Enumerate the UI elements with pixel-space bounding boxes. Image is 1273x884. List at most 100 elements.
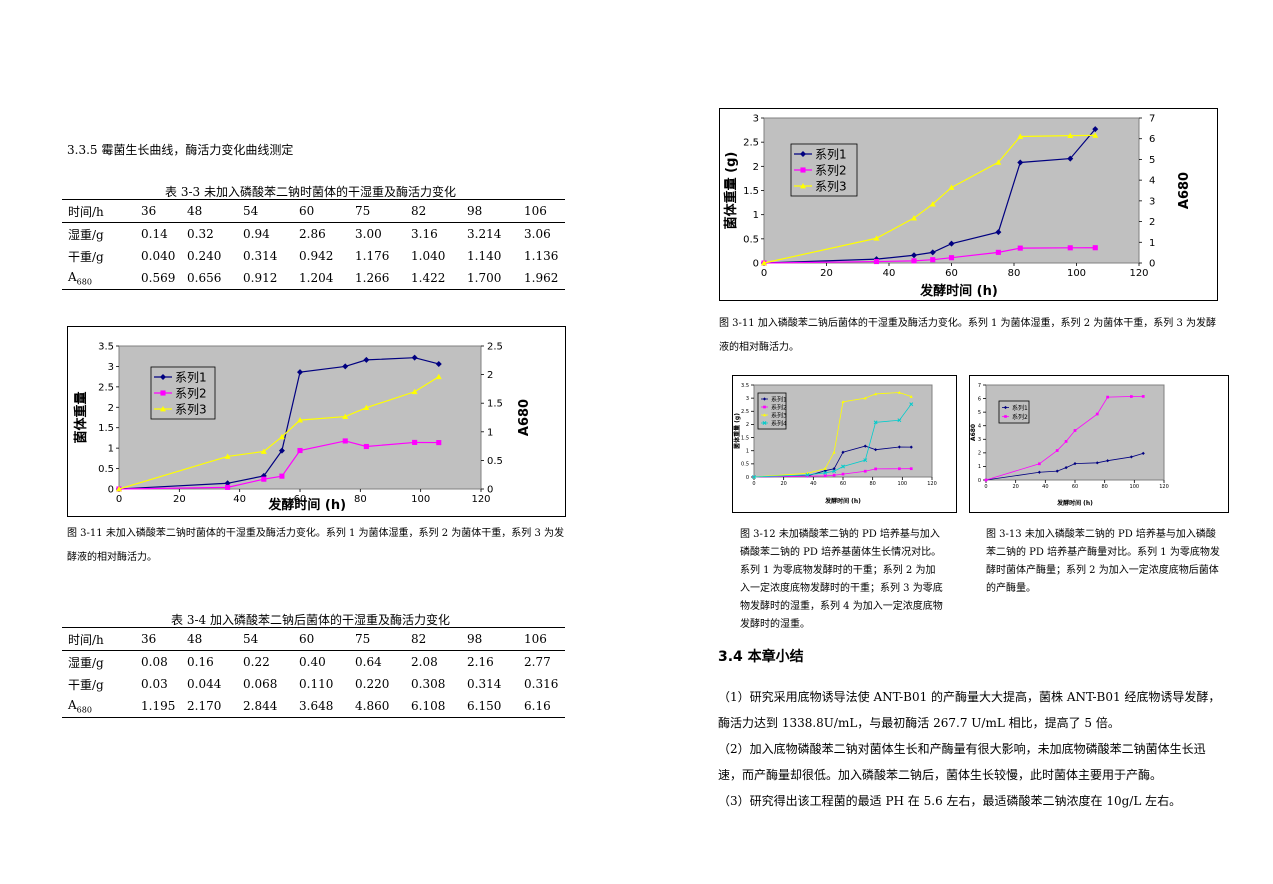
legend-swatch-marker <box>160 374 166 380</box>
table-cell: 0.08 <box>141 655 168 669</box>
legend-label: 系列1 <box>175 371 207 385</box>
data-point <box>929 249 936 256</box>
table-cell: 2.86 <box>299 227 326 241</box>
data-point <box>806 474 809 478</box>
table-cell: 0.316 <box>524 677 559 691</box>
y2-tick-label: 1 <box>1149 238 1155 249</box>
table-cell: 0.94 <box>243 227 270 241</box>
table-cell: 0.03 <box>141 677 168 691</box>
table2-caption: 表 3-4 加入磷酸苯二钠后菌体的干湿重及酶活力变化 <box>171 613 450 627</box>
paragraph-1: （1）研究采用底物诱导法使 ANT-B01 的产酶量大大提高，菌株 ANT-B0… <box>718 690 1221 730</box>
data-point <box>873 235 880 241</box>
y2-tick-label: 3 <box>1149 196 1155 207</box>
table-cell: 1.204 <box>299 267 355 290</box>
table-cell: 0.044 <box>187 677 222 691</box>
y-tick-label: 1.5 <box>98 423 114 434</box>
table-header-cell: 48 <box>187 627 243 651</box>
data-point <box>1038 462 1041 466</box>
x-tick-label: 100 <box>898 481 908 487</box>
y2-tick-label: 2 <box>487 370 493 381</box>
data-point <box>412 439 418 445</box>
table-cell: 0.220 <box>355 677 390 691</box>
table-cell: 1.700 <box>467 267 524 290</box>
table-header-cell: 时间/h <box>62 627 141 651</box>
data-point <box>863 396 867 400</box>
legend-swatch-marker <box>800 151 806 157</box>
table-cell: 0.40 <box>299 655 326 669</box>
table-cell: 1.136 <box>524 249 559 263</box>
x-tick-label: 20 <box>820 268 833 279</box>
table-cell: 3.214 <box>467 227 502 241</box>
table-row: 干重/g 0.040 0.240 0.314 0.942 1.176 1.040 1.140 1… <box>62 245 565 267</box>
data-point <box>342 413 349 419</box>
table-cell: 1.962 <box>524 267 565 290</box>
y2-tick-label: 7 <box>1149 114 1155 125</box>
y2-tick-label: 2.5 <box>487 342 503 353</box>
data-point <box>1095 412 1099 416</box>
data-point <box>297 369 303 376</box>
x-tick-label: 20 <box>1012 484 1018 490</box>
table-cell: 1.195 <box>141 695 187 718</box>
y-tick-label: 3.5 <box>741 383 749 389</box>
data-point <box>823 466 827 470</box>
table-header-cell: 60 <box>299 627 355 651</box>
legend-label: 系列1 <box>815 148 847 162</box>
data-point <box>1064 466 1068 470</box>
table-cell: 0.308 <box>411 677 446 691</box>
legend-swatch-marker <box>763 405 766 409</box>
figure3-caption: 图 3-12 未加磷酸苯二钠的 PD 培养基与加入磷酸苯二钠的 PD 培养基菌体… <box>740 529 943 630</box>
data-point <box>911 252 917 259</box>
y-tick-label: 2.5 <box>98 382 114 393</box>
x-axis-title: 发酵时间 (h) <box>919 283 998 299</box>
table-cell: 6.16 <box>524 695 565 718</box>
data-point <box>278 433 285 440</box>
figure1-caption: 图 3-11 未加入磷酸苯二钠时菌体的干湿重及酶活力变化。系列 1 为菌体湿重，… <box>67 528 564 563</box>
x-tick-label: 40 <box>810 481 816 487</box>
table-cell: 2.08 <box>411 655 438 669</box>
y-axis-title: 菌体重量 <box>73 391 89 443</box>
y-tick-label: 3 <box>753 114 759 125</box>
table-cell: 0.068 <box>243 677 278 691</box>
x-tick-label: 40 <box>233 494 246 505</box>
data-point <box>411 388 418 395</box>
data-point <box>224 480 231 487</box>
table-cell: 0.314 <box>243 249 278 263</box>
y-tick-label: 1 <box>753 210 759 221</box>
data-point <box>1037 470 1041 474</box>
table1-grid: 时间/h 36 48 54 60 75 82 98 106 湿重/g 0.14 0.32 0.94 2.8… <box>62 199 565 290</box>
legend-label: 系列2 <box>175 387 207 401</box>
chart-growth-comparison: 0 0.5 1 1.5 2 2.5 3 3.5 0 20 40 60 80 100 120 发酵时间 (h) 菌… <box>732 375 957 513</box>
legend-label: 系列1 <box>771 395 787 403</box>
legend-label: 系列3 <box>175 403 207 417</box>
y-tick-label: 1.5 <box>743 186 759 197</box>
x-tick-label: 0 <box>116 494 122 505</box>
table-header-row: 时间/h 36 48 54 60 75 82 98 106 <box>62 627 565 651</box>
table-cell: 0.240 <box>187 249 222 263</box>
table-row: 湿重/g 0.14 0.32 0.94 2.86 3.00 3.16 3.214 3.06 <box>62 223 565 246</box>
plot-area <box>985 384 1165 481</box>
legend-label: 系列3 <box>815 180 847 194</box>
table-header-cell: 106 <box>524 199 565 223</box>
table-cell: 3.06 <box>524 227 551 241</box>
data-point <box>1106 395 1109 399</box>
data-point <box>911 215 917 221</box>
x-axis-title: 发酵时间 (h) <box>824 497 861 505</box>
data-point <box>841 464 845 469</box>
table-cell: 0.656 <box>187 267 243 290</box>
table-cell: 4.860 <box>355 695 411 718</box>
x-tick-label: 80 <box>354 494 367 505</box>
y2-axis-title: A680 <box>1177 172 1192 209</box>
data-point <box>823 470 828 475</box>
data-point <box>948 240 955 247</box>
x-tick-label: 60 <box>945 268 958 279</box>
table-cell: 0.16 <box>187 655 214 669</box>
y2-tick-label: 0 <box>1149 259 1155 270</box>
x-tick-label: 0 <box>761 268 767 279</box>
y-tick-label: 0.5 <box>743 234 759 245</box>
legend-swatch-marker <box>762 397 767 401</box>
legend-swatch-marker <box>762 413 767 417</box>
data-point <box>874 392 878 396</box>
x-tick-label: 120 <box>1129 268 1148 279</box>
table-header-cell: 54 <box>243 199 299 223</box>
x-tick-label: 0 <box>752 481 755 487</box>
